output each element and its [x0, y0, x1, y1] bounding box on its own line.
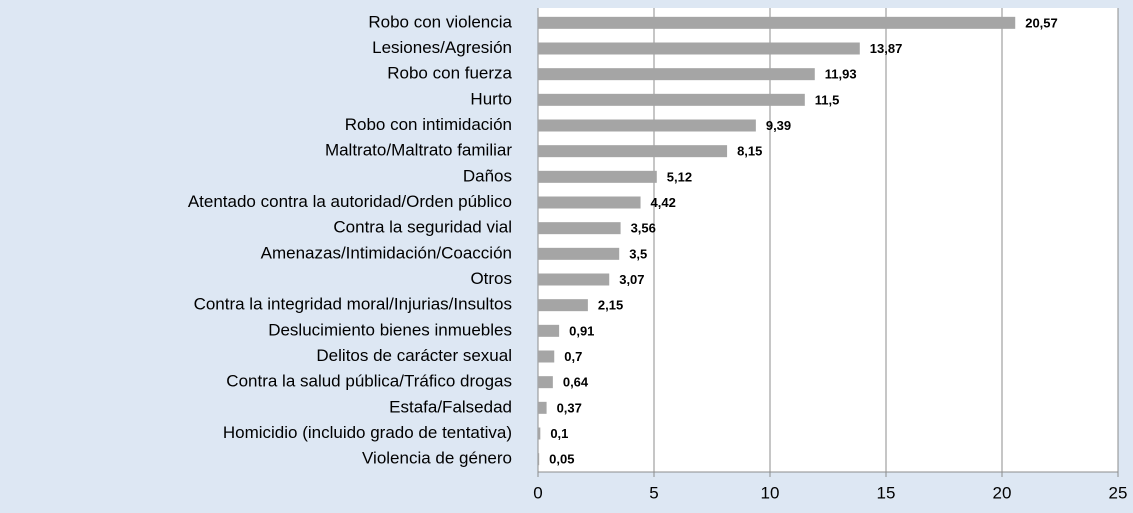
- value-label: 3,56: [631, 221, 656, 236]
- x-tick-label: 20: [993, 483, 1012, 502]
- x-tick-label: 10: [761, 483, 780, 502]
- value-label: 11,5: [815, 92, 840, 107]
- y-tick-label: Robo con intimidación: [345, 115, 512, 134]
- y-tick-label: Daños: [463, 166, 512, 185]
- value-label: 11,93: [825, 67, 857, 82]
- y-tick-label: Contra la salud pública/Tráfico drogas: [226, 372, 512, 391]
- y-tick-label: Amenazas/Intimidación/Coacción: [261, 243, 512, 262]
- value-label: 3,07: [619, 272, 644, 287]
- value-label: 20,57: [1025, 15, 1058, 30]
- value-label: 0,37: [557, 400, 582, 415]
- y-tick-label: Otros: [470, 269, 512, 288]
- x-tick-label: 15: [877, 483, 896, 502]
- value-label: 0,7: [564, 349, 582, 364]
- x-tick-label: 5: [649, 483, 658, 502]
- value-label: 0,1: [550, 426, 568, 441]
- bar: [538, 93, 805, 106]
- bar: [538, 401, 547, 414]
- bar: [538, 324, 560, 337]
- plot-area: [538, 8, 1118, 472]
- y-tick-label: Contra la integridad moral/Injurias/Insu…: [194, 295, 512, 314]
- x-tick-label: 0: [533, 483, 542, 502]
- y-tick-label: Lesiones/Agresión: [372, 38, 512, 57]
- value-label: 13,87: [870, 41, 903, 56]
- bar: [538, 273, 610, 286]
- y-tick-label: Hurto: [470, 89, 512, 108]
- bar: [538, 170, 657, 183]
- value-label: 0,05: [549, 452, 574, 467]
- value-label: 9,39: [766, 118, 791, 133]
- bar: [538, 145, 728, 158]
- value-label: 0,64: [563, 375, 589, 390]
- y-tick-label: Deslucimiento bienes inmuebles: [268, 320, 512, 339]
- bar: [538, 16, 1016, 29]
- bar: [538, 247, 620, 260]
- y-tick-label: Contra la seguridad vial: [333, 218, 512, 237]
- bar: [538, 68, 815, 81]
- value-label: 3,5: [629, 246, 647, 261]
- y-tick-label: Homicidio (incluido grado de tentativa): [223, 423, 512, 442]
- bar: [538, 42, 860, 55]
- y-tick-label: Maltrato/Maltrato familiar: [325, 141, 512, 160]
- bar: [538, 222, 621, 235]
- y-tick-label: Robo con violencia: [368, 12, 512, 31]
- y-tick-label: Estafa/Falsedad: [389, 397, 512, 416]
- value-label: 5,12: [667, 169, 692, 184]
- value-label: 0,91: [569, 323, 594, 338]
- bar: [538, 119, 756, 132]
- value-label: 2,15: [598, 298, 623, 313]
- y-tick-label: Atentado contra la autoridad/Orden públi…: [188, 192, 512, 211]
- bar: [538, 453, 540, 466]
- x-tick-label: 25: [1109, 483, 1128, 502]
- value-label: 8,15: [737, 144, 762, 159]
- bar: [538, 427, 541, 440]
- y-tick-label: Delitos de carácter sexual: [316, 346, 512, 365]
- bar: [538, 299, 588, 312]
- bar: [538, 350, 555, 363]
- y-tick-label: Violencia de género: [362, 449, 512, 468]
- y-tick-label: Robo con fuerza: [387, 64, 512, 83]
- value-label: 4,42: [651, 195, 676, 210]
- bar: [538, 196, 641, 209]
- bar: [538, 376, 553, 389]
